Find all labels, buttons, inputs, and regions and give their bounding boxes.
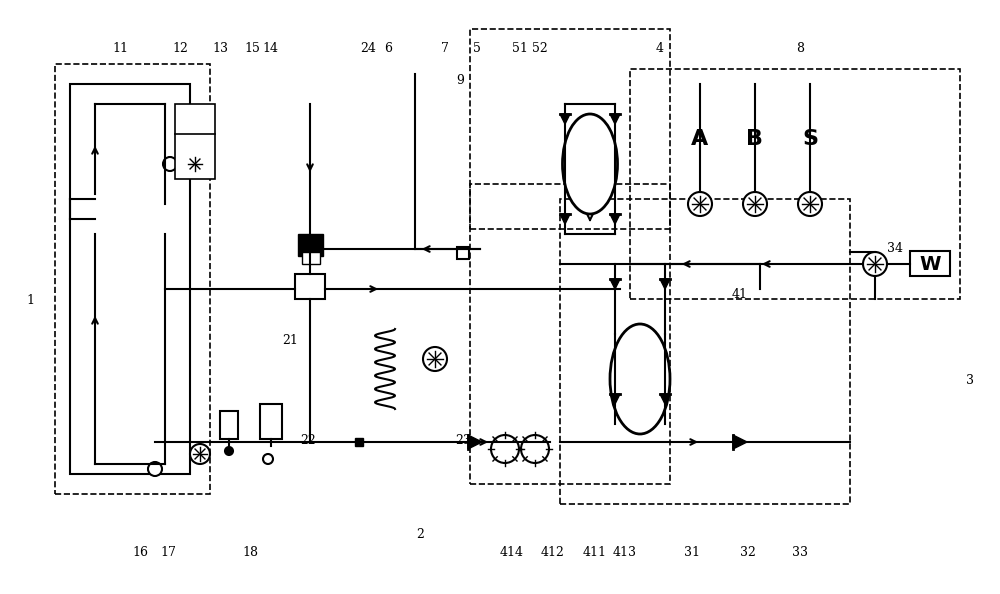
Text: 17: 17 xyxy=(160,546,176,560)
Bar xyxy=(220,411,238,439)
Bar xyxy=(630,69,960,299)
Text: 31: 31 xyxy=(684,546,700,560)
Polygon shape xyxy=(610,214,620,224)
Bar xyxy=(470,184,670,484)
Text: 2: 2 xyxy=(416,529,424,542)
Bar xyxy=(70,84,190,474)
Circle shape xyxy=(688,192,712,216)
Bar xyxy=(302,252,320,264)
Bar xyxy=(175,104,215,179)
Circle shape xyxy=(163,157,177,171)
Text: 14: 14 xyxy=(262,42,278,55)
Text: 24: 24 xyxy=(360,42,376,55)
Circle shape xyxy=(491,435,519,463)
Text: 1: 1 xyxy=(26,293,34,307)
Ellipse shape xyxy=(610,324,670,434)
Bar xyxy=(295,274,325,299)
Text: 16: 16 xyxy=(132,546,148,560)
Polygon shape xyxy=(468,435,482,449)
Text: 21: 21 xyxy=(282,333,298,346)
Polygon shape xyxy=(660,279,670,289)
Text: 51: 51 xyxy=(512,42,528,55)
Text: 3: 3 xyxy=(966,374,974,387)
Polygon shape xyxy=(610,114,620,124)
Ellipse shape xyxy=(562,114,618,214)
Bar xyxy=(298,234,323,256)
Polygon shape xyxy=(660,394,670,404)
Polygon shape xyxy=(610,279,620,289)
Text: 4: 4 xyxy=(656,42,664,55)
Text: 18: 18 xyxy=(242,546,258,560)
Polygon shape xyxy=(560,114,570,124)
Bar xyxy=(910,251,950,276)
Polygon shape xyxy=(610,394,620,404)
Circle shape xyxy=(185,154,205,174)
Text: 34: 34 xyxy=(887,242,903,254)
Bar xyxy=(260,404,282,439)
Circle shape xyxy=(423,347,447,371)
Bar xyxy=(457,247,469,259)
Circle shape xyxy=(190,444,210,464)
Circle shape xyxy=(863,252,887,276)
Text: 13: 13 xyxy=(212,42,228,55)
Text: 11: 11 xyxy=(112,42,128,55)
Text: 413: 413 xyxy=(613,546,637,560)
Bar xyxy=(185,117,205,139)
Text: 5: 5 xyxy=(473,42,481,55)
Text: 15: 15 xyxy=(244,42,260,55)
Circle shape xyxy=(263,454,273,464)
Text: 7: 7 xyxy=(441,42,449,55)
Text: 411: 411 xyxy=(583,546,607,560)
Text: A: A xyxy=(691,129,709,149)
Text: 9: 9 xyxy=(456,74,464,87)
Text: 414: 414 xyxy=(500,546,524,560)
Text: 52: 52 xyxy=(532,42,548,55)
Text: W: W xyxy=(919,254,941,273)
Polygon shape xyxy=(733,435,747,449)
Circle shape xyxy=(225,447,233,455)
Circle shape xyxy=(521,435,549,463)
Text: 412: 412 xyxy=(541,546,565,560)
Text: 33: 33 xyxy=(792,546,808,560)
Text: 41: 41 xyxy=(732,289,748,302)
Text: 12: 12 xyxy=(172,42,188,55)
Text: 32: 32 xyxy=(740,546,756,560)
Text: 6: 6 xyxy=(384,42,392,55)
Circle shape xyxy=(148,462,162,476)
Text: 23: 23 xyxy=(455,434,471,447)
Polygon shape xyxy=(560,214,570,224)
Bar xyxy=(355,438,363,446)
Bar xyxy=(470,29,670,229)
Text: 22: 22 xyxy=(300,434,316,447)
Text: B: B xyxy=(746,129,764,149)
Bar xyxy=(560,199,850,504)
Circle shape xyxy=(798,192,822,216)
Text: S: S xyxy=(802,129,818,149)
Circle shape xyxy=(743,192,767,216)
Bar xyxy=(55,64,210,494)
Text: 8: 8 xyxy=(796,42,804,55)
